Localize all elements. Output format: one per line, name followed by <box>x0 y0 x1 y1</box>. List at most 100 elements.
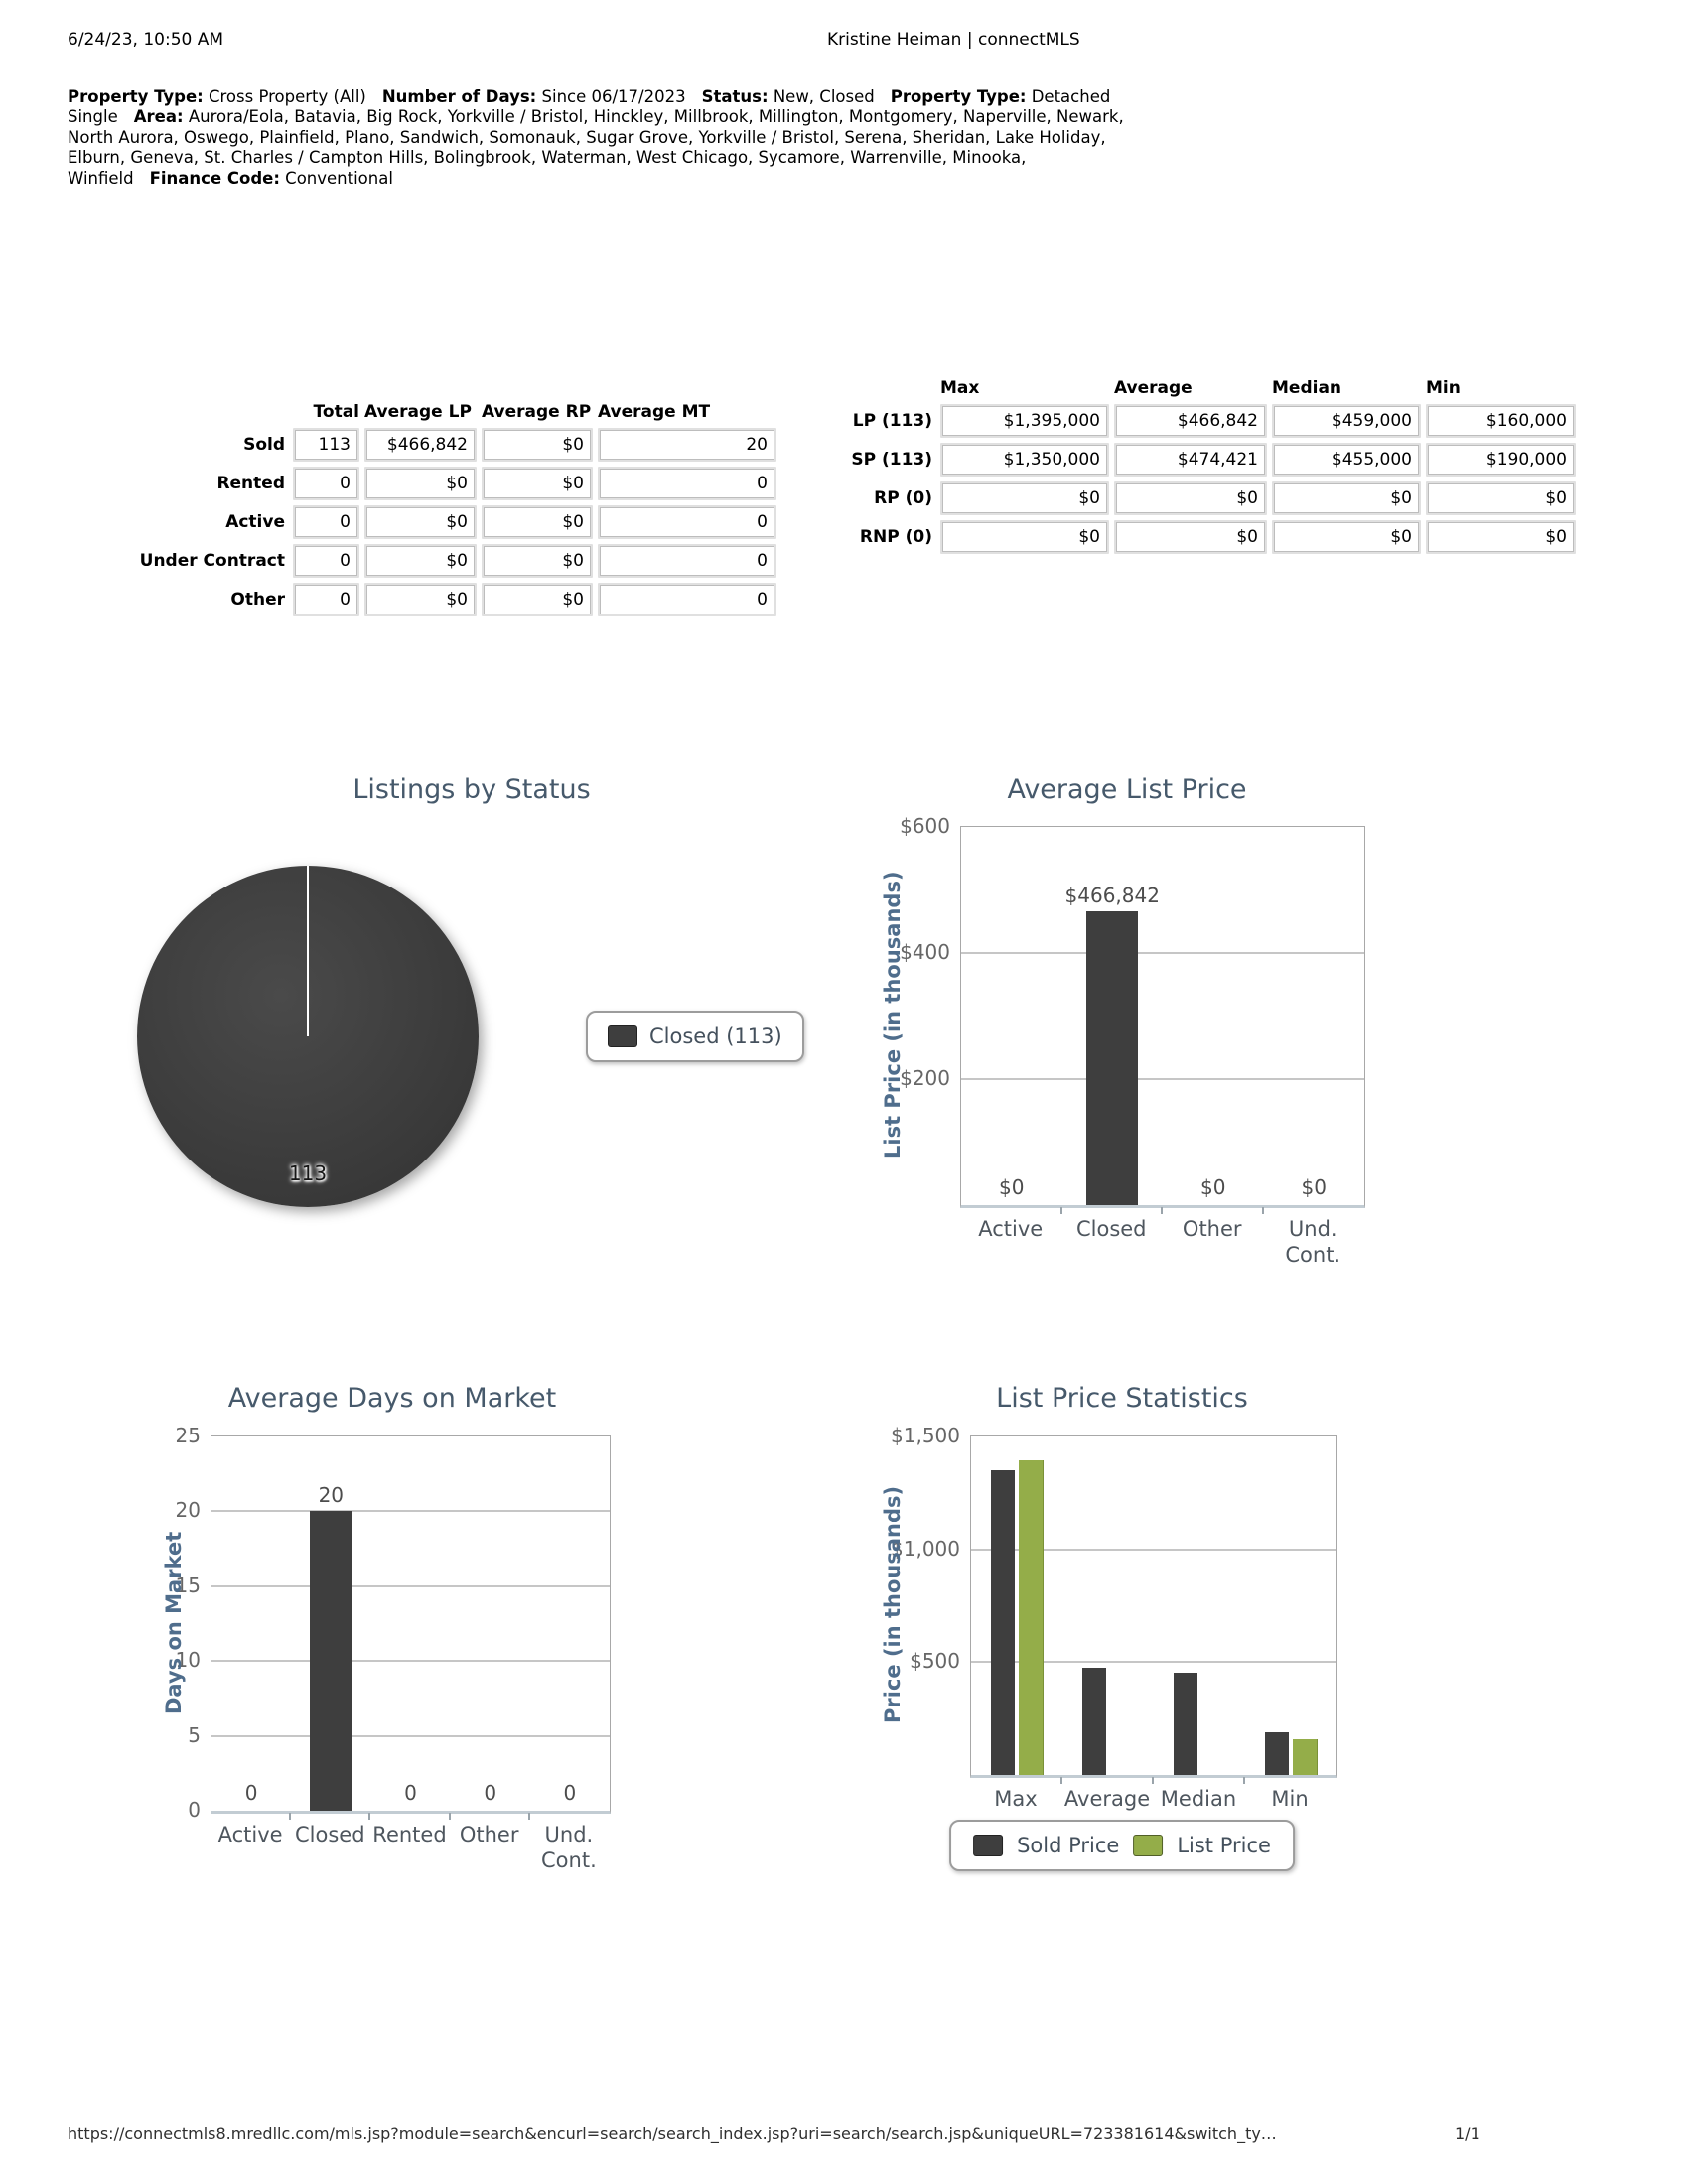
bar-dark <box>1082 1668 1106 1775</box>
plot-area: 0 20 0 0 0 <box>211 1435 611 1814</box>
legend-label: List Price <box>1177 1834 1271 1857</box>
x-axis-tick <box>448 1813 451 1820</box>
table-cell: $160,000 <box>1426 404 1576 438</box>
table-cell: $0 <box>1114 481 1267 515</box>
bar-value-label: $466,842 <box>1064 883 1160 907</box>
column-header: Median <box>1272 378 1342 399</box>
criteria-label: Property Type: <box>68 87 204 106</box>
y-axis-tick-label: $1,500 <box>891 1424 960 1447</box>
x-axis-tick <box>1060 1777 1062 1784</box>
table-cell: $0 <box>482 467 593 500</box>
criteria-label: Status: <box>701 87 769 106</box>
bar-value-label: $0 <box>999 1175 1025 1199</box>
bar-value-label: 0 <box>484 1781 497 1805</box>
bar-dark <box>310 1511 352 1811</box>
x-axis-tick <box>289 1813 292 1820</box>
table-cell: $1,395,000 <box>940 404 1109 438</box>
gridline <box>211 1734 610 1737</box>
x-axis-tick <box>527 1813 530 1820</box>
listings-by-status-chart: Listings by Status 113 Closed (113) <box>119 766 824 1228</box>
x-axis-category-label: Other <box>1182 1217 1242 1241</box>
bar-value-label: 0 <box>563 1781 577 1805</box>
plot-area: $0 $466,842 $0 $0 <box>960 826 1365 1208</box>
table-cell: $0 <box>482 428 593 462</box>
x-axis-tick <box>1161 1207 1163 1214</box>
row-label: Rented <box>216 474 285 493</box>
legend-swatch <box>1133 1835 1164 1856</box>
criteria-segment: Finance Code: Conventional <box>149 168 393 188</box>
x-axis-category-label: Rented <box>372 1823 447 1846</box>
criteria-segment: Status: New, Closed <box>701 87 875 106</box>
bar-value-label: $0 <box>1200 1175 1226 1199</box>
price-statistics-table: Max Average Median Min LP (113) $1,395,000 $46… <box>824 373 1576 554</box>
table-cell: 0 <box>598 467 776 500</box>
criteria-label: Area: <box>133 107 184 127</box>
row-label: Active <box>225 512 285 532</box>
table-cell: 0 <box>598 544 776 578</box>
table-cell: 113 <box>293 428 359 462</box>
table-cell: 0 <box>293 467 359 500</box>
table-cell: 0 <box>598 583 776 616</box>
table-cell: $0 <box>1114 520 1267 554</box>
x-axis-category-label: Max <box>994 1787 1038 1811</box>
table-cell: $466,842 <box>1114 404 1267 438</box>
row-label: RNP (0) <box>859 527 932 547</box>
x-axis-category-label: Active <box>978 1217 1044 1241</box>
gridline <box>961 952 1364 954</box>
column-header: Max <box>940 378 980 399</box>
legend-label: Sold Price <box>1017 1834 1120 1857</box>
row-label: LP (113) <box>852 411 932 431</box>
series-legend: Sold Price List Price <box>949 1820 1295 1871</box>
criteria-segment: Area: Aurora/Eola, Batavia, Big Rock, Yo… <box>68 107 1124 188</box>
table-cell: 0 <box>598 505 776 539</box>
criteria-label: Number of Days: <box>381 87 537 106</box>
table-cell: $0 <box>364 467 477 500</box>
table-cell: 20 <box>598 428 776 462</box>
bar-value-label: 20 <box>318 1483 345 1508</box>
table-cell: $459,000 <box>1272 404 1421 438</box>
gridline <box>971 1661 1336 1664</box>
print-header-title: Kristine Heiman | connectMLS <box>827 30 1080 50</box>
row-label: RP (0) <box>874 488 932 508</box>
x-axis-tick <box>368 1813 371 1820</box>
bar-dark <box>991 1470 1015 1775</box>
list-price-statistics-chart: List Price Statistics $1,500 $1,000 $500 Ma… <box>874 1375 1370 1931</box>
table-cell: $0 <box>482 583 593 616</box>
chart-title: List Price Statistics <box>996 1383 1248 1414</box>
footer-url: https://connectmls8.mredllc.com/mls.jsp?… <box>68 2124 1277 2143</box>
column-header: Average <box>1114 378 1193 399</box>
gridline <box>971 1548 1336 1551</box>
x-axis-category-label: Active <box>217 1823 283 1846</box>
row-label: Other <box>230 590 285 610</box>
criteria-segment: Property Type: Detached Single <box>68 87 1111 127</box>
x-axis-tick <box>1152 1777 1154 1784</box>
x-axis-category-label: Closed <box>295 1823 365 1846</box>
table-cell: $190,000 <box>1426 443 1576 477</box>
closed-legend-swatch <box>608 1025 637 1047</box>
criteria-segment: Number of Days: Since 06/17/2023 <box>381 87 686 106</box>
table-cell: $0 <box>1426 520 1576 554</box>
y-axis-title: Price (in thousands) <box>881 1485 905 1724</box>
x-axis-category-label: Und. Cont. <box>1285 1217 1341 1268</box>
y-axis-tick-label: 10 <box>175 1648 201 1673</box>
table-cell: $0 <box>482 505 593 539</box>
search-criteria: Property Type: Cross Property (All) Numbe… <box>68 87 1152 189</box>
pie-slice-divider <box>307 866 309 1036</box>
y-axis-tick-label: $500 <box>910 1649 960 1674</box>
table-cell: $0 <box>1272 481 1421 515</box>
x-axis-category-label: Other <box>459 1823 519 1846</box>
column-header: Total <box>313 402 359 423</box>
bar-value-label: 0 <box>404 1781 417 1805</box>
y-axis-title: Days on Market <box>162 1531 186 1714</box>
table-cell: $466,842 <box>364 428 477 462</box>
bar-value-label: 0 <box>244 1781 258 1805</box>
bar-green <box>1293 1738 1318 1775</box>
bar-dark <box>1265 1731 1289 1775</box>
y-axis-tick-label: 25 <box>175 1424 201 1447</box>
average-days-on-market-chart: Average Days on Market 0 20 0 0 0 25 20 15 10 5 0 A… <box>159 1375 626 1931</box>
criteria-segment: Property Type: Cross Property (All) <box>68 87 366 106</box>
y-axis-title: List Price (in thousands) <box>881 871 905 1160</box>
table-cell: $0 <box>940 481 1109 515</box>
print-timestamp: 6/24/23, 10:50 AM <box>68 30 224 50</box>
x-axis-category-label: Median <box>1160 1787 1237 1811</box>
